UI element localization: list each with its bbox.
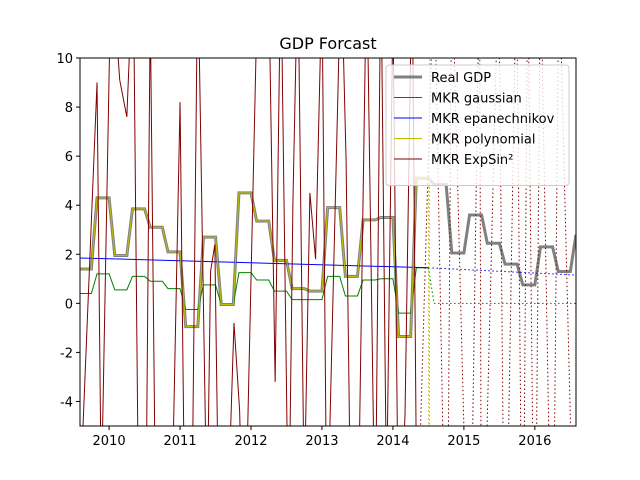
plot-area — [80, 58, 576, 426]
legend-label: MKR ExpSin² — [431, 153, 513, 168]
series-line — [80, 177, 429, 337]
y-tick-label: 0 — [65, 297, 73, 312]
series-line — [80, 267, 429, 314]
series-line — [82, 58, 417, 426]
x-tick-label: 2011 — [164, 434, 197, 449]
x-tick-label: 2010 — [93, 434, 126, 449]
y-tick-label: 8 — [65, 101, 73, 116]
x-tick-label: 2016 — [518, 434, 551, 449]
y-tick-label: 6 — [65, 150, 73, 165]
legend-label: Real GDP — [431, 71, 491, 86]
y-tick-label: 4 — [65, 199, 73, 214]
series-line-forecast — [428, 58, 431, 426]
forecast-connector — [428, 267, 576, 276]
x-tick-label: 2012 — [234, 434, 267, 449]
legend-label: MKR epanechnikov — [431, 112, 555, 127]
y-tick-label: 2 — [65, 248, 73, 263]
x-tick-label: 2014 — [376, 434, 409, 449]
y-tick-label: -4 — [60, 395, 73, 410]
chart-title: GDP Forcast — [279, 34, 376, 53]
legend-label: MKR polynomial — [431, 133, 535, 148]
y-tick-label: -2 — [60, 346, 73, 361]
y-tick-label: 10 — [56, 52, 73, 67]
axes-frame — [79, 57, 577, 427]
x-tick-label: 2013 — [305, 434, 338, 449]
forecast-connector — [427, 178, 430, 426]
legend: Real GDP MKR gaussian MKR epanechnikov MKR … — [385, 64, 570, 186]
series-line — [80, 257, 429, 269]
series-line-forecast — [435, 58, 572, 426]
x-tick-label: 2015 — [447, 434, 480, 449]
legend-box — [385, 64, 570, 186]
legend-label: MKR gaussian — [431, 92, 522, 107]
